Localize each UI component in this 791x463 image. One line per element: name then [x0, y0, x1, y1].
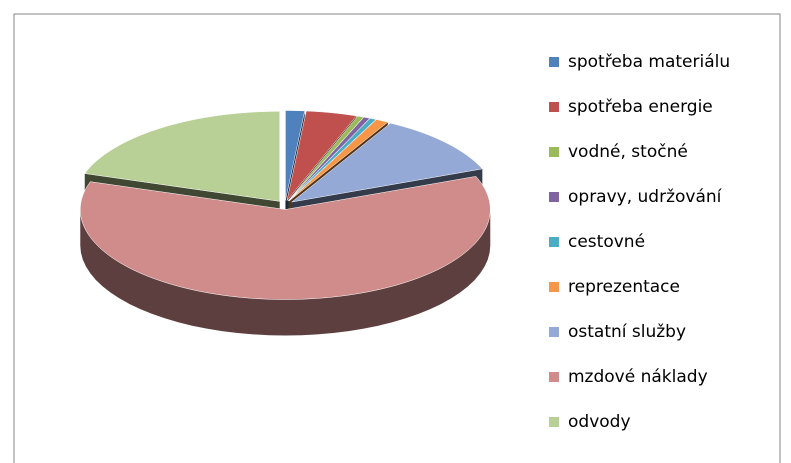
- legend-label: opravy, udržování: [568, 187, 723, 207]
- legend-label: odvody: [568, 412, 631, 432]
- slice-side: [80, 209, 491, 336]
- legend-label: reprezentace: [568, 277, 680, 297]
- legend-label: spotřeba materiálu: [568, 52, 730, 72]
- legend-swatch: [549, 192, 559, 202]
- legend-swatch: [549, 372, 559, 382]
- pie: [80, 110, 491, 336]
- slice: [288, 119, 389, 202]
- legend-label: vodné, stočné: [568, 142, 688, 162]
- legend-swatch: [549, 102, 559, 112]
- slice: [80, 176, 491, 300]
- slice: [84, 111, 280, 202]
- legend-label: mzdové náklady: [568, 367, 708, 387]
- legend: spotřeba materiálu spotřeba energie vodné,…: [549, 52, 730, 432]
- legend-swatch: [549, 237, 559, 247]
- legend-swatch: [549, 282, 559, 292]
- legend-label: ostatní služby: [568, 322, 686, 342]
- legend-swatch: [549, 327, 559, 337]
- legend-swatch: [549, 147, 559, 157]
- slice: [291, 122, 483, 203]
- slice: [285, 110, 306, 201]
- legend-swatch: [549, 57, 559, 67]
- legend-swatch: [549, 417, 559, 427]
- legend-label: spotřeba energie: [568, 97, 713, 117]
- slice: [288, 118, 377, 202]
- legend-label: cestovné: [568, 232, 645, 252]
- slice: [286, 110, 357, 201]
